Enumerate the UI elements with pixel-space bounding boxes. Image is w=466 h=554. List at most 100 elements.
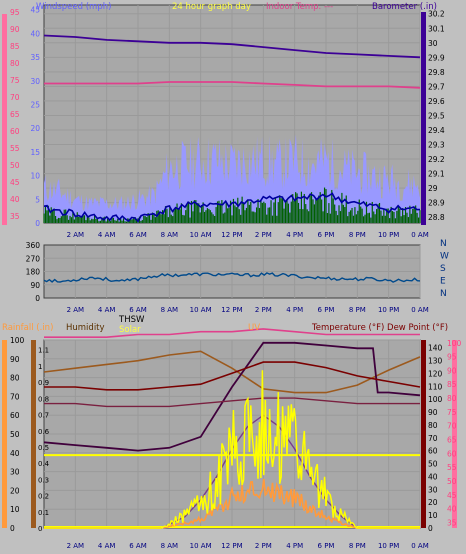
temperature-scale-ruler [421,340,426,528]
direction-xtick-label: 10 AM [190,306,212,314]
rainfall-scale-label: 0.2 [38,493,49,501]
temperature-scale-label: 90 [428,408,438,417]
temperature-scale-label: 0 [428,524,433,533]
top-panel-xtick-label: 4 AM [98,231,116,239]
rainfall-scale-label: 0.5 [38,444,49,452]
inner-temp-scale-label: 55 [447,463,457,472]
inner-temp-scale-label: 45 [447,491,457,500]
windspeed-scale-label: 0 [35,219,40,228]
top-panel-xtick-label: 6 PM [318,231,335,239]
temperature-scale-label: 20 [428,498,438,507]
bottom-panel-xtick-label: 2 AM [67,542,85,550]
humidity-scale-label: 30 [10,468,20,477]
windspeed-scale-label: 20 [30,124,40,133]
temperature-scale-label: 10 [428,511,438,520]
rainfall-scale-label: 0.8 [38,395,49,403]
rainfall-scale-label: 0.6 [38,428,50,436]
temperature-scale-label: 70 [428,434,438,443]
humidity-scale-label: 90 [10,355,20,364]
windspeed-scale-label: 5 [35,195,40,204]
windspeed-scale-label: 25 [30,101,40,110]
barometer-scale-label: 29.5 [428,111,445,120]
bottom-panel-xtick-label: 12 PM [221,542,242,550]
direction-scale-label: 180 [26,268,41,277]
direction-xtick-label: 2 AM [67,306,85,314]
barometer-scale-label: 29.3 [428,141,445,150]
rainfall-scale-label: 0.3 [38,476,49,484]
bottom-panel-xtick-label: 6 AM [129,542,147,550]
wind-average-line [43,192,420,223]
bottom-panel-xtick-label: 10 PM [378,542,399,550]
bottom-panel-xtick-label: 4 AM [98,542,116,550]
barometer-line [43,34,421,59]
rainfall-scale-label: 1.1 [38,347,49,355]
temperature-line [44,361,421,391]
compass-label: N [440,239,447,249]
direction-xtick-label: 6 PM [318,306,335,314]
top-panel-xtick-label: 2 AM [67,231,85,239]
inner-temp-scale-label: 85 [447,380,457,389]
humidity-header: Humidity [66,323,105,333]
rainfall-scale-label: 0.9 [38,379,49,387]
direction-xtick-label: 8 AM [161,306,179,314]
rainfall-scale-label: 0.1 [38,509,49,517]
humidity-scale-ruler [31,340,36,528]
inner-temp-scale-label: 70 [447,422,457,431]
top-panel-xtick-label: 10 AM [190,231,212,239]
temp-scale-label: 80 [10,59,20,68]
temperature-dewpoint-header: Temperature (°F) Dew Point (°F) [311,323,448,333]
windspeed-scale-label: 15 [30,148,40,157]
inner-temp-scale-label: 75 [447,408,457,417]
inner-temp-scale-label: 90 [447,366,457,375]
rainfall-scale-ruler [2,340,7,528]
temp-scale-label: 45 [10,178,20,187]
temp-scale-label: 75 [10,76,20,85]
temp-scale-label: 85 [10,42,20,51]
inner-temp-scale-ruler [452,340,457,528]
inner-temp-scale-label: 50 [447,477,457,486]
bottom-panel-xtick-label: 10 AM [190,542,212,550]
top-panel-xtick-label: 6 AM [129,231,147,239]
compass-label: N [440,289,447,299]
barometer-scale-label: 28.9 [428,199,445,208]
direction-xtick-label: 4 AM [98,306,116,314]
temperature-scale-label: 50 [428,460,438,469]
temperature-scale-label: 40 [428,472,438,481]
temp-scale-label: 90 [10,25,20,34]
direction-xtick-label: 6 AM [129,306,147,314]
humidity-scale-label: 0 [10,524,15,533]
barometer-scale-label: 30.1 [428,24,445,33]
direction-xtick-label: 4 PM [286,306,303,314]
top-panel-xtick-label: 10 PM [378,231,399,239]
bottom-panel-xtick-label: 8 PM [349,542,366,550]
inner-temp-scale-label: 80 [447,394,457,403]
windspeed-header: Windspeed (mph) [36,2,111,12]
temp-scale-label: 55 [10,144,20,153]
rainfall-scale-label: 1 [38,363,42,371]
windspeed-scale-label: 35 [30,53,40,62]
windspeed-scale-label: 40 [30,29,40,38]
barometer-scale-label: 29.4 [428,126,445,135]
barometer-scale-label: 29.2 [428,155,445,164]
temp-scale-label: 35 [10,212,20,221]
solar-radiation-line [44,370,420,529]
indoor-temp-line-lower [44,328,420,339]
top-panel-xtick-label: 0 AM [411,231,429,239]
inner-temp-scale-label: 95 [447,353,457,362]
windspeed-scale-label: 10 [30,172,40,181]
barometer-scale-label: 28.8 [428,213,445,222]
direction-xtick-label: 10 PM [378,306,399,314]
bottom-panel-xtick-label: 8 AM [161,542,179,550]
humidity-scale-label: 100 [10,336,25,345]
direction-xtick-label: 8 PM [349,306,366,314]
direction-scale-label: 90 [30,281,40,290]
bottom-panel-xtick-label: 2 PM [255,542,272,550]
humidity-scale-label: 60 [10,411,20,420]
direction-xtick-label: 2 PM [255,306,272,314]
temperature-scale-label: 60 [428,447,438,456]
rainfall-header: Rainfall (.in) [2,323,53,333]
inner-temp-scale-label: 65 [447,436,457,445]
barometer-scale-label: 29.7 [428,82,445,91]
